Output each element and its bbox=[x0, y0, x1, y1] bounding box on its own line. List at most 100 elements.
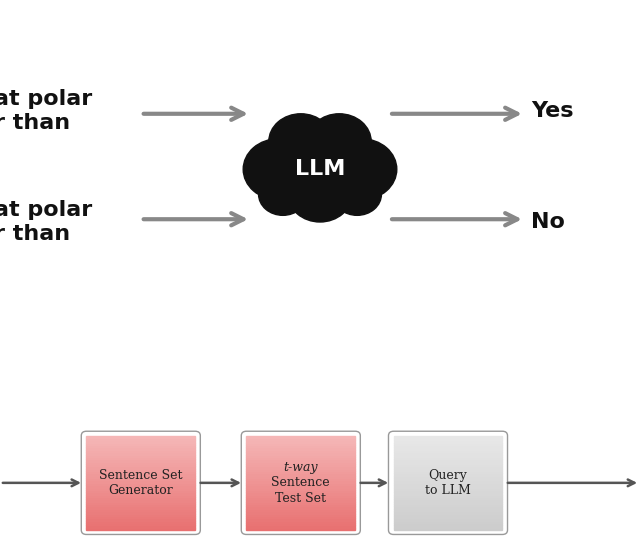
Bar bbox=[86, 476, 195, 478]
Bar bbox=[394, 452, 502, 455]
Bar bbox=[86, 450, 195, 452]
Bar bbox=[394, 521, 502, 523]
Bar bbox=[246, 521, 355, 523]
Bar bbox=[394, 500, 502, 502]
Bar bbox=[394, 502, 502, 504]
Bar bbox=[394, 511, 502, 513]
Bar bbox=[246, 464, 355, 466]
Bar bbox=[246, 452, 355, 455]
Text: to LLM: to LLM bbox=[425, 484, 471, 497]
Bar bbox=[86, 490, 195, 492]
Bar bbox=[394, 455, 502, 457]
Bar bbox=[246, 476, 355, 478]
Bar bbox=[246, 485, 355, 487]
Bar bbox=[394, 495, 502, 497]
Bar bbox=[86, 460, 195, 462]
Bar bbox=[394, 443, 502, 445]
Bar bbox=[86, 452, 195, 455]
Bar bbox=[86, 497, 195, 500]
Bar bbox=[246, 523, 355, 525]
Circle shape bbox=[333, 173, 381, 215]
Bar bbox=[86, 462, 195, 464]
Bar bbox=[86, 436, 195, 438]
Bar bbox=[86, 506, 195, 509]
Bar bbox=[246, 443, 355, 445]
Bar bbox=[86, 466, 195, 468]
Bar bbox=[86, 504, 195, 506]
Bar bbox=[394, 516, 502, 518]
Bar bbox=[246, 455, 355, 457]
Bar bbox=[246, 490, 355, 492]
Bar bbox=[394, 523, 502, 525]
Bar bbox=[246, 438, 355, 441]
Bar bbox=[86, 511, 195, 513]
Bar bbox=[246, 457, 355, 460]
Bar bbox=[394, 438, 502, 441]
Text: at polar
r than: at polar r than bbox=[0, 200, 92, 244]
Bar bbox=[86, 516, 195, 518]
Bar bbox=[394, 471, 502, 473]
Text: Test Set: Test Set bbox=[275, 492, 326, 505]
Bar bbox=[394, 513, 502, 516]
Bar bbox=[86, 513, 195, 516]
Bar bbox=[86, 492, 195, 495]
Bar bbox=[246, 528, 355, 530]
Bar bbox=[246, 466, 355, 468]
Bar bbox=[246, 436, 355, 438]
Bar bbox=[246, 495, 355, 497]
Bar bbox=[246, 441, 355, 443]
Bar bbox=[86, 485, 195, 487]
Bar bbox=[86, 441, 195, 443]
Bar bbox=[86, 487, 195, 490]
Bar bbox=[246, 504, 355, 506]
Bar bbox=[246, 492, 355, 495]
Bar bbox=[246, 471, 355, 473]
Bar bbox=[394, 450, 502, 452]
Bar bbox=[394, 485, 502, 487]
Bar bbox=[246, 481, 355, 483]
Circle shape bbox=[269, 122, 371, 211]
Bar bbox=[246, 509, 355, 511]
Bar bbox=[394, 476, 502, 478]
Bar bbox=[394, 436, 502, 438]
Bar bbox=[394, 483, 502, 485]
Bar bbox=[394, 478, 502, 481]
Bar bbox=[394, 506, 502, 509]
Bar bbox=[246, 468, 355, 471]
Bar bbox=[394, 487, 502, 490]
Bar bbox=[86, 447, 195, 450]
Bar bbox=[86, 483, 195, 485]
Bar bbox=[86, 473, 195, 476]
Bar bbox=[86, 525, 195, 528]
Bar bbox=[86, 478, 195, 481]
Bar bbox=[246, 497, 355, 500]
Circle shape bbox=[269, 114, 333, 169]
Bar bbox=[394, 528, 502, 530]
Bar bbox=[246, 447, 355, 450]
Bar bbox=[86, 455, 195, 457]
Bar bbox=[86, 509, 195, 511]
Bar bbox=[86, 445, 195, 447]
Bar bbox=[394, 466, 502, 468]
Bar bbox=[86, 528, 195, 530]
Bar bbox=[246, 478, 355, 481]
Bar bbox=[394, 464, 502, 466]
Bar bbox=[394, 525, 502, 528]
Bar bbox=[246, 473, 355, 476]
Bar bbox=[86, 438, 195, 441]
Circle shape bbox=[259, 173, 307, 215]
Bar bbox=[394, 460, 502, 462]
Bar bbox=[394, 518, 502, 521]
Text: Sentence: Sentence bbox=[271, 476, 330, 490]
Bar bbox=[86, 502, 195, 504]
Bar bbox=[394, 468, 502, 471]
Bar bbox=[394, 445, 502, 447]
Bar bbox=[394, 441, 502, 443]
Bar bbox=[394, 481, 502, 483]
Bar bbox=[394, 490, 502, 492]
Bar bbox=[246, 525, 355, 528]
Bar bbox=[246, 502, 355, 504]
Text: Generator: Generator bbox=[108, 484, 173, 497]
Bar bbox=[246, 511, 355, 513]
Bar bbox=[246, 500, 355, 502]
